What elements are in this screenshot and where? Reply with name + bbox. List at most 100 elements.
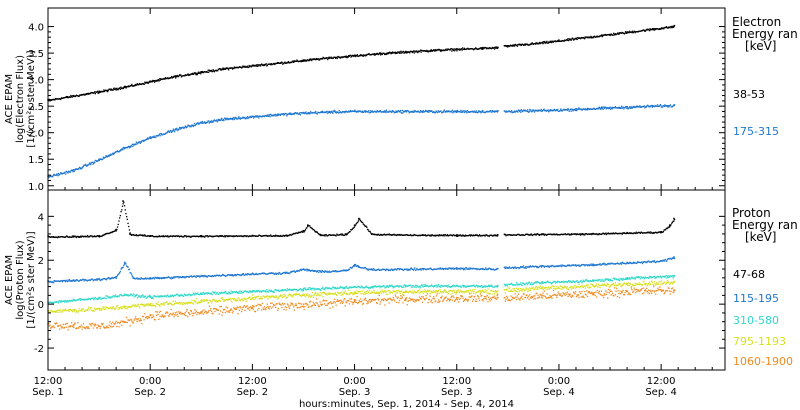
data-point — [288, 272, 290, 274]
data-point — [454, 111, 456, 113]
data-point — [452, 234, 454, 236]
data-point — [364, 110, 366, 112]
data-point — [200, 71, 203, 73]
data-point — [246, 235, 248, 237]
data-point — [104, 297, 106, 299]
data-point — [655, 277, 658, 279]
data-point — [277, 235, 280, 237]
data-point — [59, 236, 61, 238]
data-point — [186, 126, 188, 128]
data-point — [637, 276, 639, 278]
data-point — [625, 263, 627, 265]
data-point — [113, 295, 115, 297]
data-point — [263, 290, 265, 292]
data-point — [206, 293, 208, 295]
data-point — [614, 263, 616, 265]
data-point — [376, 52, 378, 54]
data-point — [508, 283, 511, 286]
data-point — [256, 116, 258, 118]
data-point — [593, 279, 596, 281]
data-point — [419, 268, 421, 270]
data-point — [396, 285, 399, 287]
data-point — [411, 268, 413, 270]
data-point — [391, 111, 393, 113]
data-point — [547, 281, 550, 283]
data-point — [517, 233, 519, 235]
data-point — [55, 280, 57, 282]
data-point — [238, 291, 241, 293]
data-point — [105, 297, 108, 300]
data-point — [50, 281, 53, 283]
data-point — [296, 270, 298, 272]
data-point — [192, 235, 195, 237]
data-point — [192, 72, 194, 74]
data-point — [576, 109, 578, 111]
data-point — [87, 236, 89, 238]
data-point — [598, 264, 600, 266]
data-point — [156, 79, 159, 81]
data-point — [388, 52, 390, 55]
data-point — [397, 233, 399, 236]
data-point — [437, 285, 439, 287]
data-point — [652, 260, 654, 262]
data-point — [474, 110, 476, 112]
data-point — [272, 291, 274, 293]
data-point — [189, 235, 191, 237]
data-point — [653, 260, 655, 262]
data-point — [139, 141, 141, 143]
data-point — [586, 264, 588, 266]
data-point — [131, 234, 133, 236]
data-point — [427, 268, 429, 270]
data-point — [103, 89, 105, 91]
data-point — [628, 277, 630, 279]
data-point — [269, 63, 271, 65]
data-point — [334, 270, 337, 272]
data-point — [304, 288, 307, 290]
data-point — [228, 274, 230, 276]
data-point — [268, 289, 270, 291]
data-point — [435, 284, 438, 286]
data-point — [515, 234, 518, 236]
data-point — [160, 133, 163, 135]
data-point — [357, 110, 359, 112]
data-point — [458, 285, 461, 288]
data-point — [98, 92, 100, 94]
data-point — [414, 234, 417, 236]
data-point — [114, 276, 116, 279]
data-point — [455, 285, 457, 287]
data-point — [207, 236, 209, 238]
data-point — [210, 275, 213, 278]
data-point — [129, 232, 131, 234]
data-point — [107, 295, 109, 298]
data-point — [247, 273, 249, 275]
data-point — [188, 293, 190, 295]
data-point — [447, 268, 449, 270]
data-point — [254, 235, 256, 237]
data-point — [274, 273, 276, 275]
data-point — [168, 296, 170, 298]
data-point — [367, 229, 369, 231]
data-point — [452, 285, 454, 288]
data-point — [358, 266, 360, 268]
data-point — [207, 69, 209, 71]
data-point — [414, 286, 416, 288]
data-point — [641, 277, 644, 279]
data-point — [496, 284, 499, 287]
data-point — [79, 279, 81, 282]
data-point — [616, 263, 618, 265]
data-point — [228, 235, 230, 238]
data-point — [103, 297, 105, 299]
data-point — [193, 275, 195, 277]
data-point — [355, 55, 357, 58]
data-point — [268, 273, 270, 275]
data-point — [167, 131, 169, 133]
data-point — [361, 285, 363, 288]
data-point — [614, 278, 616, 280]
data-point — [391, 285, 394, 287]
data-point — [417, 234, 419, 237]
data-point — [575, 109, 578, 112]
data-point — [576, 38, 578, 41]
data-point — [456, 111, 458, 113]
data-point — [116, 295, 118, 297]
data-point — [127, 294, 129, 296]
